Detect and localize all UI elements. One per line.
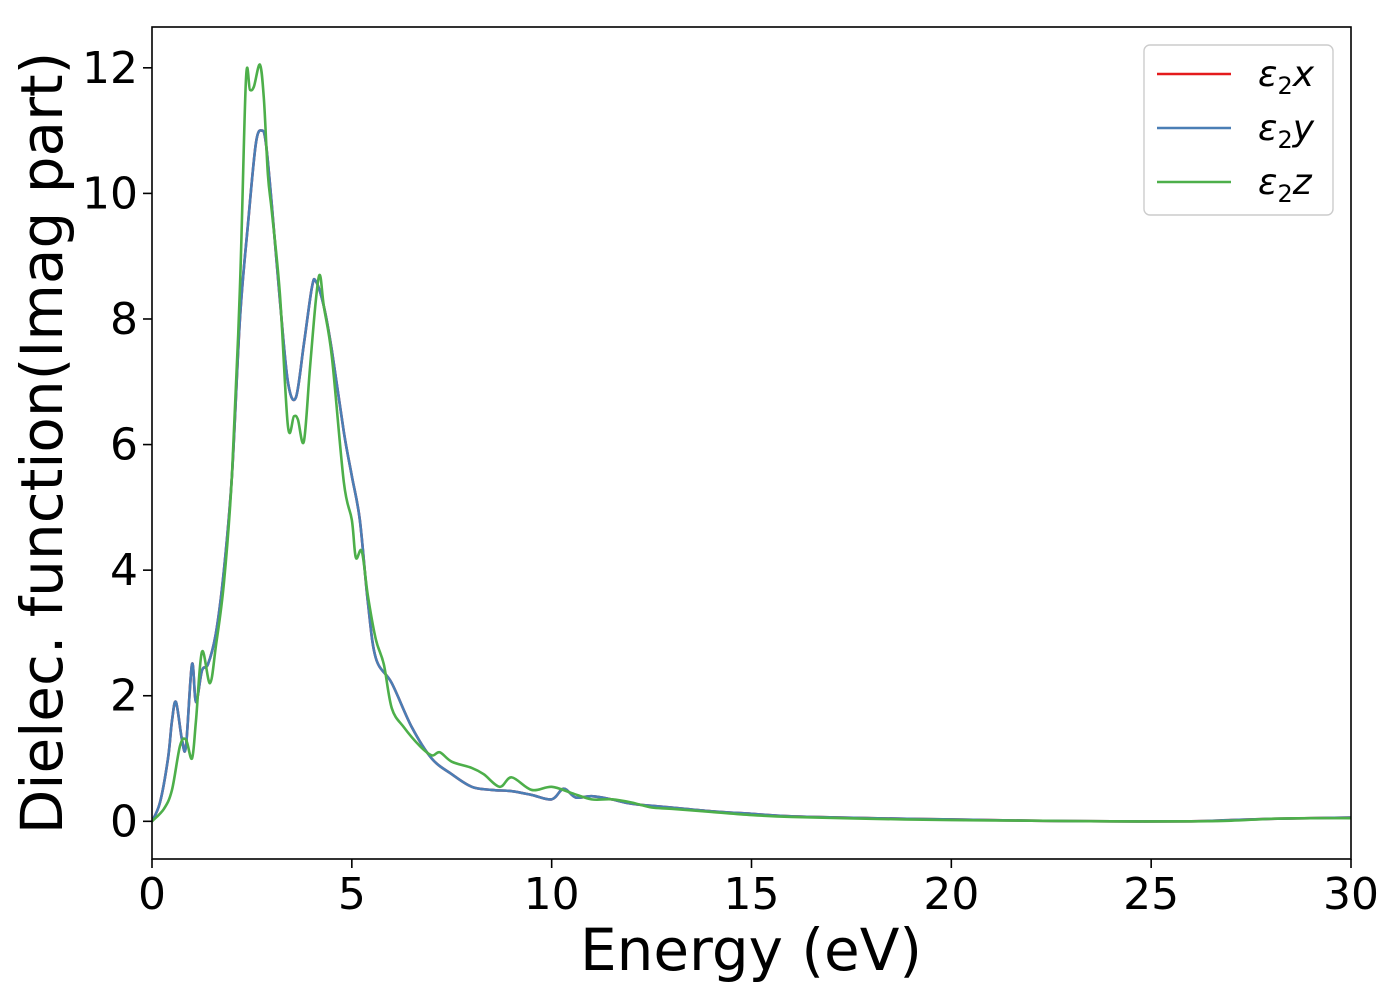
legend-label-x: ε2x [1258,54,1315,100]
y-tick-label: 6 [110,420,138,471]
x-axis-label: Energy (eV) [580,916,922,984]
y-axis-label: Dielec. function(Imag part) [8,52,76,835]
x-tick-label: 15 [724,869,780,920]
x-axis-ticks: 0 5 10 15 20 25 30 [138,859,1379,920]
y-tick-label: 0 [110,796,138,847]
y-tick-label: 2 [110,671,138,722]
series-line-z [152,63,1351,823]
y-tick-label: 10 [82,168,138,219]
x-tick-label: 25 [1123,869,1179,920]
x-tick-label: 10 [524,869,580,920]
series-line-y [152,129,1351,823]
legend-box [1143,44,1334,216]
y-tick-label: 8 [110,294,138,345]
legend-label-y: ε2y [1258,108,1315,154]
series-layer [152,63,1351,823]
legend-label-z: ε2z [1258,162,1313,208]
y-tick-label: 4 [110,545,138,596]
y-axis-ticks: 0 2 4 6 8 10 12 [82,43,152,847]
x-tick-label: 30 [1323,869,1379,920]
x-tick-label: 5 [338,869,366,920]
legend: ε2x ε2y ε2z [1143,44,1334,216]
x-tick-label: 0 [138,869,166,920]
x-tick-label: 20 [923,869,979,920]
series-line-x [152,129,1351,823]
y-tick-label: 12 [82,43,138,94]
